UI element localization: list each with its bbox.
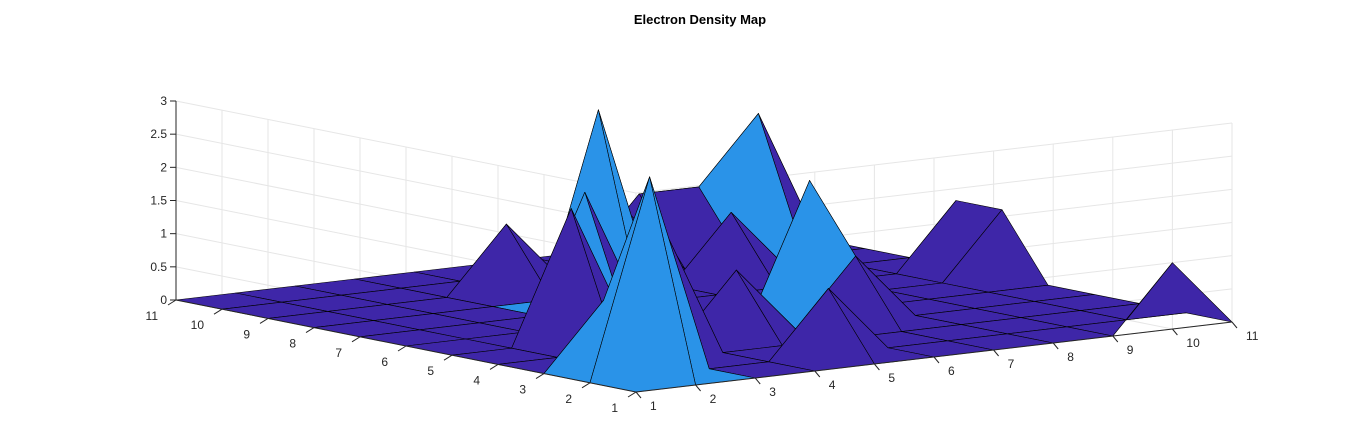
- x-tick: [993, 349, 999, 357]
- z-tick-label: 3: [160, 94, 167, 108]
- z-tick-label: 2: [160, 160, 167, 174]
- y-tick-label: 4: [473, 373, 480, 387]
- y-tick-label: 5: [427, 364, 434, 378]
- y-tick: [535, 373, 545, 380]
- y-tick-label: 1: [611, 401, 618, 415]
- x-tick-label: 3: [769, 385, 776, 399]
- y-tick-label: 11: [146, 309, 159, 323]
- x-tick: [1052, 342, 1059, 350]
- wall-gridline: [175, 100, 1233, 194]
- y-tick-label: 9: [243, 327, 250, 341]
- x-tick: [1112, 335, 1119, 343]
- x-tick: [754, 377, 761, 385]
- z-tick-label: 1.5: [150, 194, 167, 208]
- y-tick: [443, 354, 453, 361]
- y-tick: [489, 363, 499, 370]
- y-tick: [397, 345, 407, 352]
- y-tick-label: 10: [191, 318, 205, 332]
- y-tick: [259, 317, 269, 324]
- x-tick: [1231, 321, 1238, 329]
- x-tick-label: 5: [888, 371, 895, 385]
- y-tick-label: 8: [289, 337, 296, 351]
- y-tick: [167, 299, 177, 306]
- x-tick-label: 6: [948, 364, 955, 378]
- y-tick: [581, 382, 591, 389]
- x-tick-label: 10: [1186, 336, 1200, 350]
- z-tick-label: 0: [160, 293, 167, 307]
- x-tick: [695, 384, 701, 392]
- y-tick-label: 7: [335, 346, 342, 360]
- x-tick-label: 1: [650, 399, 657, 413]
- x-tick-label: 11: [1246, 329, 1259, 343]
- z-tick-label: 0.5: [150, 260, 167, 274]
- y-tick: [627, 391, 637, 398]
- y-tick-label: 6: [381, 355, 388, 369]
- x-tick: [635, 391, 642, 399]
- x-tick: [1172, 328, 1178, 336]
- chart-title: Electron Density Map: [633, 12, 767, 27]
- y-tick-label: 3: [519, 383, 526, 397]
- z-tick-label: 1: [160, 227, 167, 241]
- x-tick-label: 2: [710, 392, 717, 406]
- y-tick: [351, 336, 361, 343]
- x-tick-label: 4: [829, 378, 836, 392]
- y-tick: [213, 308, 223, 315]
- y-tick: [305, 327, 315, 334]
- y-tick-label: 2: [565, 392, 572, 406]
- x-tick-label: 7: [1008, 357, 1015, 371]
- x-tick: [933, 356, 940, 364]
- x-tick-label: 8: [1067, 350, 1074, 364]
- z-tick-label: 2.5: [150, 127, 167, 141]
- x-tick: [814, 370, 821, 378]
- surface-layer: [175, 109, 1233, 393]
- x-tick-label: 9: [1127, 343, 1134, 357]
- x-tick: [874, 363, 880, 371]
